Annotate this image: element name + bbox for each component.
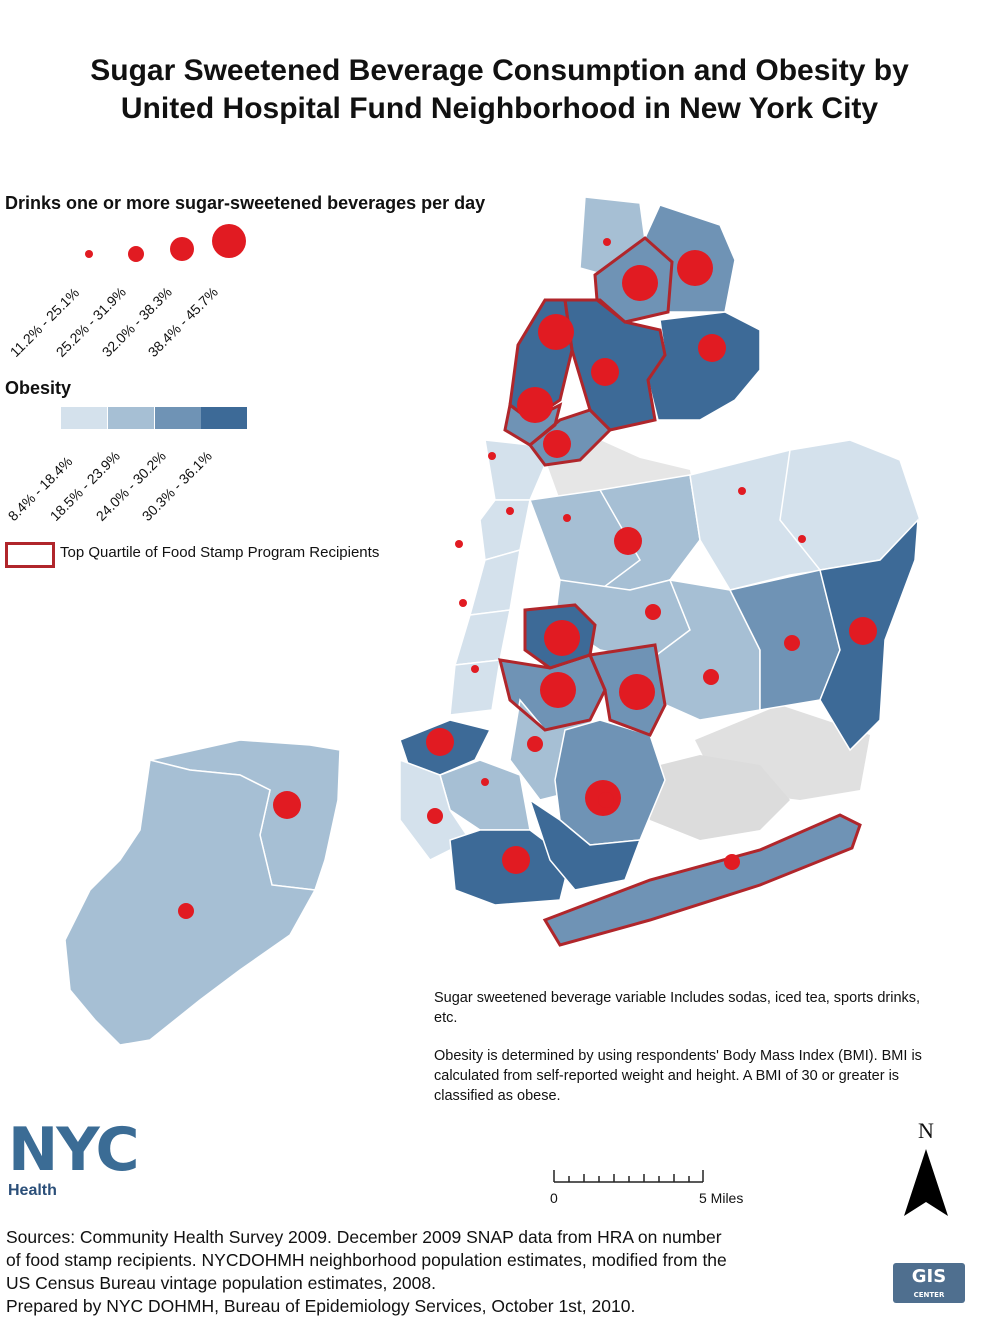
beverage-dot — [698, 334, 726, 362]
sources-line-1: Sources: Community Health Survey 2009. D… — [6, 1227, 722, 1247]
nyc-health-logo: NYC Health — [8, 1120, 168, 1200]
map-title: Sugar Sweetened Beverage Consumption and… — [0, 52, 999, 128]
beverage-dot — [677, 250, 713, 286]
beverage-dot — [614, 527, 642, 555]
north-arrow: N — [898, 1118, 954, 1228]
food-stamp-outline — [542, 813, 862, 947]
neighborhood-region — [468, 548, 521, 616]
beverage-dot — [502, 846, 530, 874]
beverage-dot — [598, 792, 614, 808]
scale-start-label: 0 — [550, 1190, 558, 1206]
neighborhood-region — [64, 759, 317, 1046]
sources-line-2: of food stamp recipients. NYCDOHMH neigh… — [6, 1250, 727, 1270]
neighborhood-region — [528, 798, 642, 891]
nyc-logo-health: Health — [8, 1182, 57, 1199]
neighborhood-region — [647, 311, 761, 421]
food-stamp-outline — [563, 298, 667, 432]
beverage-legend-dot-1 — [85, 250, 93, 258]
beverage-dot — [622, 265, 658, 301]
beverage-dot — [619, 674, 655, 710]
food-stamp-outline — [497, 653, 607, 732]
beverage-definition-note: Sugar sweetened beverage variable Includ… — [434, 990, 921, 1026]
obesity-swatch-4 — [201, 407, 247, 429]
beverage-dot — [591, 358, 619, 386]
beverage-dot — [544, 620, 580, 656]
beverage-dot — [517, 387, 553, 423]
beverage-legend-dot-2 — [128, 246, 144, 262]
beverage-dot — [527, 736, 543, 752]
beverage-dot — [738, 487, 746, 495]
neighborhood-region — [449, 659, 501, 716]
gis-logo-text: GIS — [911, 1266, 947, 1287]
sources-text: Sources: Community Health Survey 2009. D… — [6, 1226, 906, 1318]
neighborhood-region — [479, 499, 531, 561]
beverage-dot — [724, 854, 740, 870]
beverage-dot — [426, 728, 454, 756]
beverage-dot — [543, 430, 571, 458]
beverage-legend-heading: Drinks one or more sugar-sweetened bever… — [5, 193, 486, 213]
food-stamp-outline — [527, 408, 613, 467]
north-label: N — [918, 1118, 934, 1143]
neighborhood-region — [453, 609, 511, 666]
beverage-dot — [538, 314, 574, 350]
beverage-dot — [481, 778, 489, 786]
beverage-dot — [488, 452, 496, 460]
food-stamp-legend-label: Top Quartile of Food Stamp Program Recip… — [60, 544, 380, 561]
beverage-dot — [471, 665, 479, 673]
beverage-dot — [703, 669, 719, 685]
beverage-legend-symbols — [85, 224, 246, 262]
beverage-dot — [455, 540, 463, 548]
scale-bar-graphic — [553, 1170, 704, 1183]
sources-line-4: Prepared by NYC DOHMH, Bureau of Epidemi… — [6, 1296, 636, 1316]
beverage-dot — [178, 903, 194, 919]
scale-bar: 0 5 Miles — [550, 1168, 743, 1208]
beverage-dot — [273, 791, 301, 819]
neighborhood-region — [484, 439, 546, 501]
beverage-dot — [603, 238, 611, 246]
sources-line-3: US Census Bureau vintage population esti… — [6, 1273, 436, 1293]
beverage-dot — [563, 514, 571, 522]
map-title-line1: Sugar Sweetened Beverage Consumption and… — [90, 54, 909, 87]
map-title-line2: United Hospital Fund Neighborhood in New… — [120, 92, 879, 125]
beverage-dot — [645, 604, 661, 620]
beverage-dot — [784, 635, 800, 651]
beverage-dot — [427, 808, 443, 824]
beverage-legend-dot-3 — [170, 237, 194, 261]
beverage-dot — [459, 599, 467, 607]
obesity-definition-note: Obesity is determined by using responden… — [434, 1048, 922, 1104]
north-arrow-icon — [904, 1149, 948, 1216]
gis-center-logo: GIS CENTER — [893, 1263, 965, 1303]
nyc-logo-text: NYC — [8, 1115, 140, 1185]
food-stamp-legend-box — [5, 542, 55, 568]
beverage-dot — [540, 672, 576, 708]
beverage-dot — [849, 617, 877, 645]
beverage-dot — [798, 535, 806, 543]
jamaica-bay — [640, 755, 790, 840]
obesity-legend-heading: Obesity — [5, 378, 72, 398]
beverage-dot — [506, 507, 514, 515]
scale-end-label: 5 Miles — [699, 1190, 744, 1206]
beverage-legend-dot-4 — [212, 224, 246, 258]
gis-logo-sub: CENTER — [913, 1291, 945, 1299]
food-stamp-outline — [587, 643, 667, 737]
